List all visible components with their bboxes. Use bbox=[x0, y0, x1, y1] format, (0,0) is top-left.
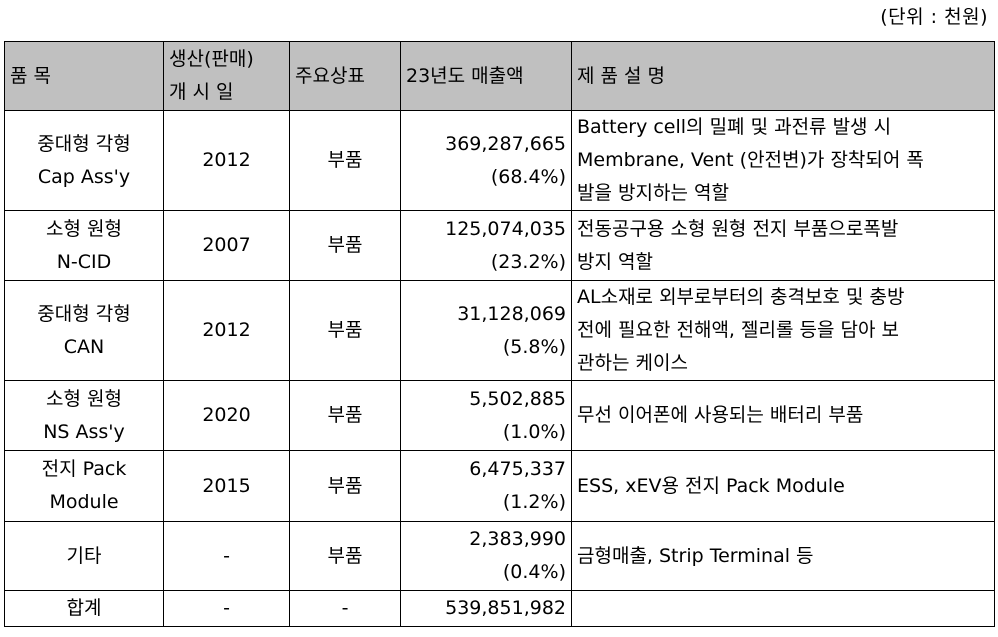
brand-cell: 부품 bbox=[289, 280, 401, 381]
total-launch-cell: - bbox=[163, 590, 290, 627]
description-line: 전에 필요한 전해액, 젤리롤 등을 담아 보 bbox=[577, 319, 899, 341]
launch-cell: 2012 bbox=[163, 280, 290, 381]
description-line: Battery cell의 밀폐 및 과전류 발생 시 bbox=[577, 116, 892, 138]
table-row: 소형 원형 N-CID 2007 부품 125,074,035 (23.2%) … bbox=[4, 210, 995, 281]
item-line: Cap Ass'y bbox=[37, 165, 131, 188]
sales-cell: 6,475,337 (1.2%) bbox=[400, 450, 572, 522]
header-sales: 23년도 매출액 bbox=[400, 41, 572, 111]
item-cell: 소형 원형 NS Ass'y bbox=[4, 380, 164, 451]
header-launch-line1: 생산(판매) bbox=[169, 48, 254, 70]
header-brand: 주요상표 bbox=[289, 41, 401, 111]
launch-cell: 2020 bbox=[163, 380, 290, 451]
description-cell: ESS, xEV용 전지 Pack Module bbox=[571, 450, 995, 522]
total-label: 합계 bbox=[4, 590, 164, 627]
table-header-row: 품 목 생산(판매) 개 시 일 주요상표 23년도 매출액 제 품 설 명 bbox=[4, 41, 995, 111]
sales-amount: 2,383,990 bbox=[469, 528, 566, 550]
item-line: 소형 원형 bbox=[46, 217, 122, 240]
sales-share: (68.4%) bbox=[490, 165, 566, 188]
item-line: 전지 Pack bbox=[41, 458, 127, 480]
sales-share: (5.8%) bbox=[502, 335, 566, 358]
sales-share: (23.2%) bbox=[490, 250, 566, 273]
item-line: N-CID bbox=[56, 250, 112, 273]
table-row: 기타 - 부품 2,383,990 (0.4%) 금형매출, Strip Ter… bbox=[4, 521, 995, 591]
launch-cell: 2015 bbox=[163, 450, 290, 522]
item-cell: 전지 Pack Module bbox=[4, 450, 164, 522]
description-line: 발을 방지하는 역할 bbox=[577, 182, 729, 204]
description-line: ESS, xEV용 전지 Pack Module bbox=[577, 474, 845, 497]
sales-amount: 6,475,337 bbox=[469, 458, 566, 480]
sales-share: (1.0%) bbox=[502, 420, 566, 443]
item-line: NS Ass'y bbox=[43, 420, 125, 443]
brand-cell: 부품 bbox=[289, 110, 401, 211]
item-line: 중대형 각형 bbox=[37, 132, 131, 155]
brand-cell: 부품 bbox=[289, 380, 401, 451]
sales-cell: 31,128,069 (5.8%) bbox=[400, 280, 572, 381]
total-row: 합계 - - 539,851,982 bbox=[4, 590, 995, 627]
description-cell: 전동공구용 소형 원형 전지 부품으로폭발 방지 역할 bbox=[571, 210, 995, 281]
description-line: 전동공구용 소형 원형 전지 부품으로폭발 bbox=[577, 217, 899, 240]
item-cell: 기타 bbox=[4, 521, 164, 591]
description-cell: 무선 이어폰에 사용되는 배터리 부품 bbox=[571, 380, 995, 451]
description-cell: Battery cell의 밀폐 및 과전류 발생 시 Membrane, Ve… bbox=[571, 110, 995, 211]
description-line: 무선 이어폰에 사용되는 배터리 부품 bbox=[577, 404, 864, 426]
sales-cell: 5,502,885 (1.0%) bbox=[400, 380, 572, 451]
item-cell: 소형 원형 N-CID bbox=[4, 210, 164, 281]
description-cell: 금형매출, Strip Terminal 등 bbox=[571, 521, 995, 591]
total-amount: 539,851,982 bbox=[400, 590, 572, 627]
launch-cell: 2007 bbox=[163, 210, 290, 281]
table-row: 중대형 각형 Cap Ass'y 2012 부품 369,287,665 (68… bbox=[4, 110, 995, 211]
launch-cell: - bbox=[163, 521, 290, 591]
sales-amount: 125,074,035 bbox=[445, 217, 566, 240]
brand-cell: 부품 bbox=[289, 521, 401, 591]
description-line: 방지 역할 bbox=[577, 250, 653, 273]
description-line: 관하는 케이스 bbox=[577, 352, 688, 374]
sales-amount: 369,287,665 bbox=[445, 132, 566, 155]
header-launch-date: 생산(판매) 개 시 일 bbox=[163, 41, 290, 111]
header-launch-line2: 개 시 일 bbox=[169, 81, 234, 103]
table-row: 중대형 각형 CAN 2012 부품 31,128,069 (5.8%) AL소… bbox=[4, 280, 995, 381]
brand-cell: 부품 bbox=[289, 450, 401, 522]
sales-amount: 5,502,885 bbox=[469, 387, 566, 410]
product-table: 품 목 생산(판매) 개 시 일 주요상표 23년도 매출액 제 품 설 명 중… bbox=[4, 41, 995, 627]
description-cell: AL소재로 외부로부터의 충격보호 및 충방 전에 필요한 전해액, 젤리롤 등… bbox=[571, 280, 995, 381]
description-line: 금형매출, Strip Terminal 등 bbox=[577, 544, 814, 567]
item-line: 기타 bbox=[66, 544, 102, 567]
item-cell: 중대형 각형 Cap Ass'y bbox=[4, 110, 164, 211]
sales-cell: 369,287,665 (68.4%) bbox=[400, 110, 572, 211]
item-line: Module bbox=[49, 491, 119, 513]
brand-cell: 부품 bbox=[289, 210, 401, 281]
header-description: 제 품 설 명 bbox=[571, 41, 995, 111]
item-line: CAN bbox=[63, 335, 105, 358]
sales-cell: 2,383,990 (0.4%) bbox=[400, 521, 572, 591]
table-row: 소형 원형 NS Ass'y 2020 부품 5,502,885 (1.0%) … bbox=[4, 380, 995, 451]
sales-share: (0.4%) bbox=[502, 561, 566, 583]
table-row: 전지 Pack Module 2015 부품 6,475,337 (1.2%) … bbox=[4, 450, 995, 522]
sales-cell: 125,074,035 (23.2%) bbox=[400, 210, 572, 281]
description-line: AL소재로 외부로부터의 충격보호 및 충방 bbox=[577, 286, 905, 308]
sales-amount: 31,128,069 bbox=[457, 302, 566, 325]
sales-share: (1.2%) bbox=[502, 491, 566, 513]
description-line: Membrane, Vent (안전변)가 장착되어 폭 bbox=[577, 149, 924, 171]
header-item: 품 목 bbox=[4, 41, 164, 111]
total-description-cell bbox=[571, 590, 995, 627]
item-line: 소형 원형 bbox=[46, 387, 122, 410]
unit-note: (단위 : 천원) bbox=[880, 6, 988, 28]
item-line: 중대형 각형 bbox=[37, 302, 131, 325]
item-cell: 중대형 각형 CAN bbox=[4, 280, 164, 381]
total-brand-cell: - bbox=[289, 590, 401, 627]
launch-cell: 2012 bbox=[163, 110, 290, 211]
